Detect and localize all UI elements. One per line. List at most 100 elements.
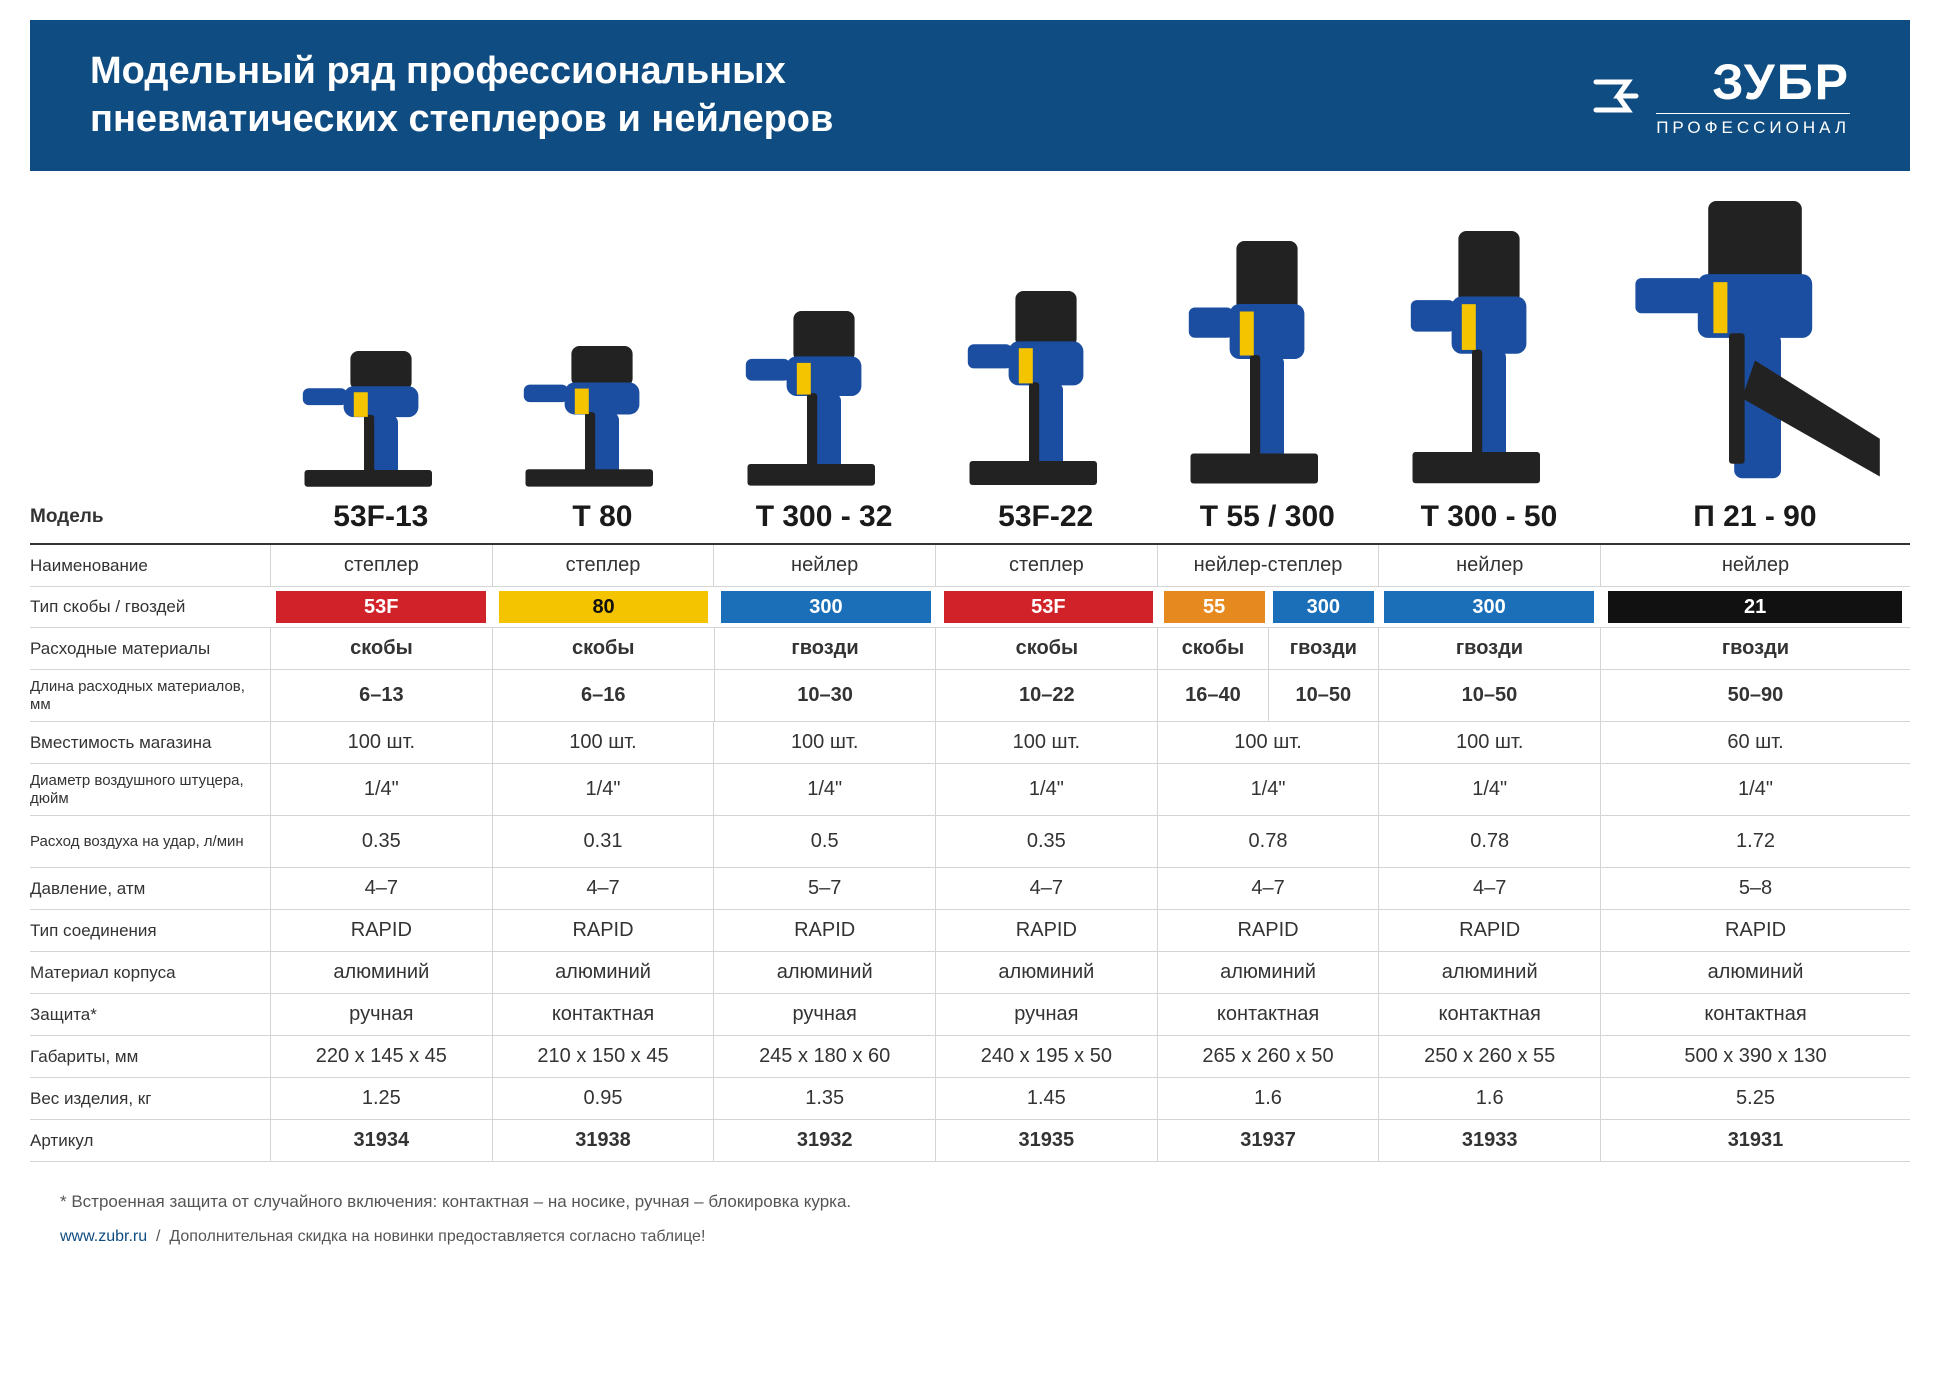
header: Модельный ряд профессиональных пневматич… [30, 20, 1910, 171]
row-label: Вместимость магазина [30, 722, 270, 763]
row-label: Давление, атм [30, 868, 270, 909]
row-label: Расход воздуха на удар, л/мин [30, 816, 270, 867]
cell: 10–30 [714, 670, 936, 721]
cell: 31938 [492, 1120, 714, 1161]
cell: T 300 - 32 [713, 491, 935, 543]
cell: алюминий [1157, 952, 1379, 993]
cell: 1.6 [1378, 1078, 1600, 1119]
cell: алюминий [1600, 952, 1910, 993]
cell: гвозди [1378, 628, 1600, 669]
cell: 31934 [270, 1120, 492, 1161]
cell: 53F-13 [270, 491, 492, 543]
cell: 4–7 [492, 868, 714, 909]
type-badge-cell: 53F [270, 587, 492, 627]
type-badge-cell: 21 [1600, 587, 1910, 627]
cell: степлер [935, 545, 1157, 586]
cell: RAPID [713, 910, 935, 951]
cell: 1/4" [1600, 764, 1910, 815]
cell: нейлер [1600, 545, 1910, 586]
cell: гвозди [1600, 628, 1910, 669]
cell: 245 x 180 x 60 [713, 1036, 935, 1077]
cell: 31931 [1600, 1120, 1910, 1161]
cell: гвозди [714, 628, 936, 669]
cell: 100 шт. [935, 722, 1157, 763]
cell: RAPID [492, 910, 714, 951]
table-row: Диаметр воздушного штуцера, дюйм1/4"1/4"… [30, 764, 1910, 816]
cell: RAPID [270, 910, 492, 951]
cell: 1/4" [492, 764, 714, 815]
cell: 1.45 [935, 1078, 1157, 1119]
row-label: Тип соединения [30, 910, 270, 951]
cell: 0.31 [492, 816, 714, 867]
table-row: Давление, атм4–74–75–74–74–74–75–8 [30, 868, 1910, 910]
cell: контактная [1378, 994, 1600, 1035]
cell: алюминий [935, 952, 1157, 993]
cell: T 55 / 300 [1157, 491, 1379, 543]
cell: 6–13 [270, 670, 492, 721]
footer-url: www.zubr.ru [60, 1228, 147, 1245]
type-badge-cell: 53F [937, 587, 1159, 627]
row-label: Тип скобы / гвоздей [30, 587, 270, 627]
cell: ручная [935, 994, 1157, 1035]
cell: 250 x 260 x 55 [1378, 1036, 1600, 1077]
table-row: Артикул319343193831932319353193731933319… [30, 1120, 1910, 1162]
type-badge-cell: 80 [492, 587, 714, 627]
table-row: Длина расходных материалов, мм6–136–1610… [30, 670, 1910, 722]
cell: 100 шт. [492, 722, 714, 763]
cell: ручная [713, 994, 935, 1035]
row-label: Артикул [30, 1120, 270, 1161]
title-line2: пневматических степлеров и нейлеров [90, 98, 833, 140]
cell: 1/4" [1378, 764, 1600, 815]
cell: 4–7 [935, 868, 1157, 909]
cell: скобы [270, 628, 492, 669]
cell: 1.72 [1600, 816, 1910, 867]
product-image [270, 351, 492, 491]
cell: 1/4" [270, 764, 492, 815]
cell: 31933 [1378, 1120, 1600, 1161]
table-row: Расходные материалыскобыскобыгвоздискобы… [30, 628, 1910, 670]
row-label: Материал корпуса [30, 952, 270, 993]
cell: П 21 - 90 [1600, 491, 1910, 543]
cell: нейлер [713, 545, 935, 586]
table-row: Защита*ручнаяконтактнаяручнаяручнаяконта… [30, 994, 1910, 1036]
product-image [1378, 231, 1600, 491]
table-row: Тип соединенияRAPIDRAPIDRAPIDRAPIDRAPIDR… [30, 910, 1910, 952]
row-label: Габариты, мм [30, 1036, 270, 1077]
row-label: Вес изделия, кг [30, 1078, 270, 1119]
cell: 60 шт. [1600, 722, 1910, 763]
cell: степлер [492, 545, 714, 586]
cell: алюминий [1378, 952, 1600, 993]
cell: 4–7 [1378, 868, 1600, 909]
cell: нейлер-степлер [1157, 545, 1379, 586]
cell: 0.35 [270, 816, 492, 867]
cell: 10–50 [1378, 670, 1600, 721]
table-row: Материал корпусаалюминийалюминийалюминий… [30, 952, 1910, 994]
product-images-row [0, 171, 1940, 491]
cell: 0.35 [935, 816, 1157, 867]
cell: 1.25 [270, 1078, 492, 1119]
row-label: Расходные материалы [30, 628, 270, 669]
cell: 500 x 390 x 130 [1600, 1036, 1910, 1077]
spec-table: Модель53F-13T 80T 300 - 3253F-22T 55 / 3… [0, 491, 1940, 1162]
cell: контактная [1600, 994, 1910, 1035]
table-row: Наименованиестеплерстеплернейлерстеплерн… [30, 545, 1910, 587]
cell: 100 шт. [713, 722, 935, 763]
table-row: Расход воздуха на удар, л/мин0.350.310.5… [30, 816, 1910, 868]
product-image [935, 291, 1157, 491]
page-title: Модельный ряд профессиональных пневматич… [90, 48, 833, 143]
cell: степлер [270, 545, 492, 586]
cell: RAPID [1157, 910, 1379, 951]
footer-text: Дополнительная скидка на новинки предост… [169, 1228, 705, 1245]
title-line1: Модельный ряд профессиональных [90, 50, 786, 92]
table-row: Модель53F-13T 80T 300 - 3253F-22T 55 / 3… [30, 491, 1910, 545]
cell: алюминий [492, 952, 714, 993]
cell: 100 шт. [1378, 722, 1600, 763]
cell: 1/4" [713, 764, 935, 815]
cell: 31932 [713, 1120, 935, 1161]
cell: 0.78 [1157, 816, 1379, 867]
cell: 16–40 10–50 [1157, 670, 1378, 721]
cell: RAPID [1600, 910, 1910, 951]
cell: 50–90 [1600, 670, 1910, 721]
cell: 31937 [1157, 1120, 1379, 1161]
cell: 0.78 [1378, 816, 1600, 867]
